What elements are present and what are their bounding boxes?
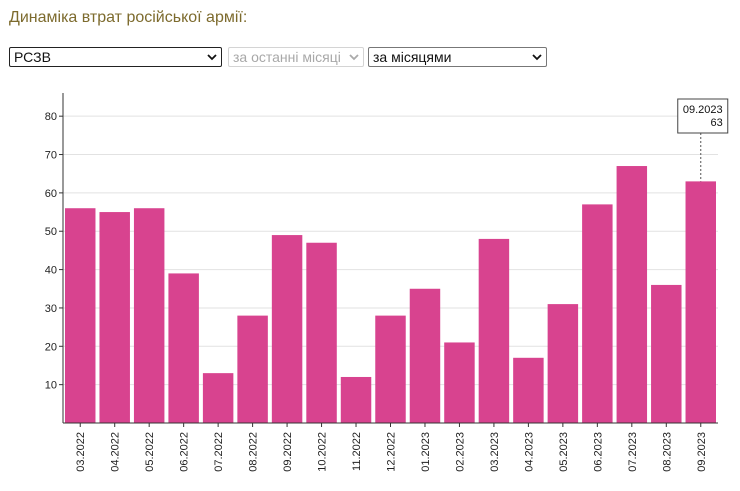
axes: 10 20 30 40 50 60 70 80 03.2022 04.2022 05.2022 06.… — [45, 93, 718, 472]
x-tick-label: 04.2022 — [110, 432, 122, 472]
y-tick-label: 40 — [45, 265, 57, 277]
bar-07.2022[interactable] — [202, 373, 234, 423]
x-tick-label: 09.2023 — [696, 432, 708, 472]
x-tick-label: 07.2023 — [627, 432, 639, 472]
y-tick-label: 70 — [45, 150, 57, 162]
tooltip-value: 63 — [711, 117, 723, 129]
x-tick-label: 01.2023 — [420, 432, 432, 472]
bar-03.2023[interactable] — [478, 238, 510, 423]
weapon-type-select[interactable]: РСЗВ — [9, 47, 222, 67]
grouping-select[interactable]: за місяцями — [368, 47, 547, 67]
y-tick-label: 30 — [45, 303, 57, 315]
x-tick-label: 05.2023 — [558, 432, 570, 472]
x-tick-label: 12.2022 — [386, 432, 398, 472]
bar-01.2023[interactable] — [409, 288, 441, 423]
x-tick-label: 04.2023 — [523, 432, 535, 472]
bar-10.2022[interactable] — [306, 242, 337, 423]
y-tick-label: 50 — [45, 226, 57, 238]
tooltip-label: 09.2023 — [683, 104, 723, 116]
chevron-down-icon — [349, 54, 359, 61]
bar-06.2023[interactable] — [582, 204, 613, 423]
x-tick-label: 03.2022 — [75, 432, 87, 472]
bar-08.2023[interactable] — [651, 284, 682, 423]
x-tick-label: 05.2022 — [144, 432, 156, 472]
tooltip-box — [677, 98, 729, 134]
x-tick-label: 06.2023 — [592, 432, 604, 472]
bar-06.2022[interactable] — [168, 273, 199, 423]
chevron-down-icon — [207, 54, 217, 61]
y-tick-label: 10 — [45, 380, 57, 392]
page-title: Динаміка втрат російської армії: — [9, 9, 248, 26]
x-tick-label: 08.2023 — [661, 432, 673, 472]
x-tick-label: 06.2022 — [179, 432, 191, 472]
y-tick-label: 80 — [45, 111, 57, 123]
bar-07.2023[interactable] — [616, 166, 648, 424]
bar-05.2022[interactable] — [133, 208, 165, 423]
x-tick-label: 09.2022 — [282, 432, 294, 472]
x-tick-label: 02.2023 — [454, 432, 466, 472]
grouping-value: за місяцями — [373, 49, 452, 65]
x-tick-label: 03.2023 — [489, 432, 501, 472]
bar-04.2022[interactable] — [99, 212, 130, 423]
period-value: за останні місяці — [233, 49, 341, 65]
bar-12.2022[interactable] — [375, 315, 406, 423]
bar-05.2023[interactable] — [547, 304, 579, 423]
x-tick-label: 07.2022 — [213, 432, 225, 472]
bar-11.2022[interactable] — [340, 376, 372, 423]
bar-02.2023[interactable] — [444, 342, 475, 423]
y-tick-label: 20 — [45, 341, 57, 353]
bar-08.2022[interactable] — [237, 315, 268, 423]
bar-04.2023[interactable] — [513, 357, 544, 423]
bar-09.2023[interactable] — [685, 181, 716, 423]
x-tick-label: 08.2022 — [248, 432, 260, 472]
bars — [65, 166, 716, 424]
y-tick-label: 60 — [45, 188, 57, 200]
bar-09.2022[interactable] — [271, 235, 303, 423]
bar-03.2022[interactable] — [65, 208, 96, 423]
weapon-type-value: РСЗВ — [14, 49, 51, 65]
x-tick-label: 10.2022 — [317, 432, 329, 472]
chevron-down-icon — [532, 54, 542, 61]
x-tick-label: 11.2022 — [351, 432, 363, 471]
period-select[interactable]: за останні місяці — [228, 47, 364, 67]
